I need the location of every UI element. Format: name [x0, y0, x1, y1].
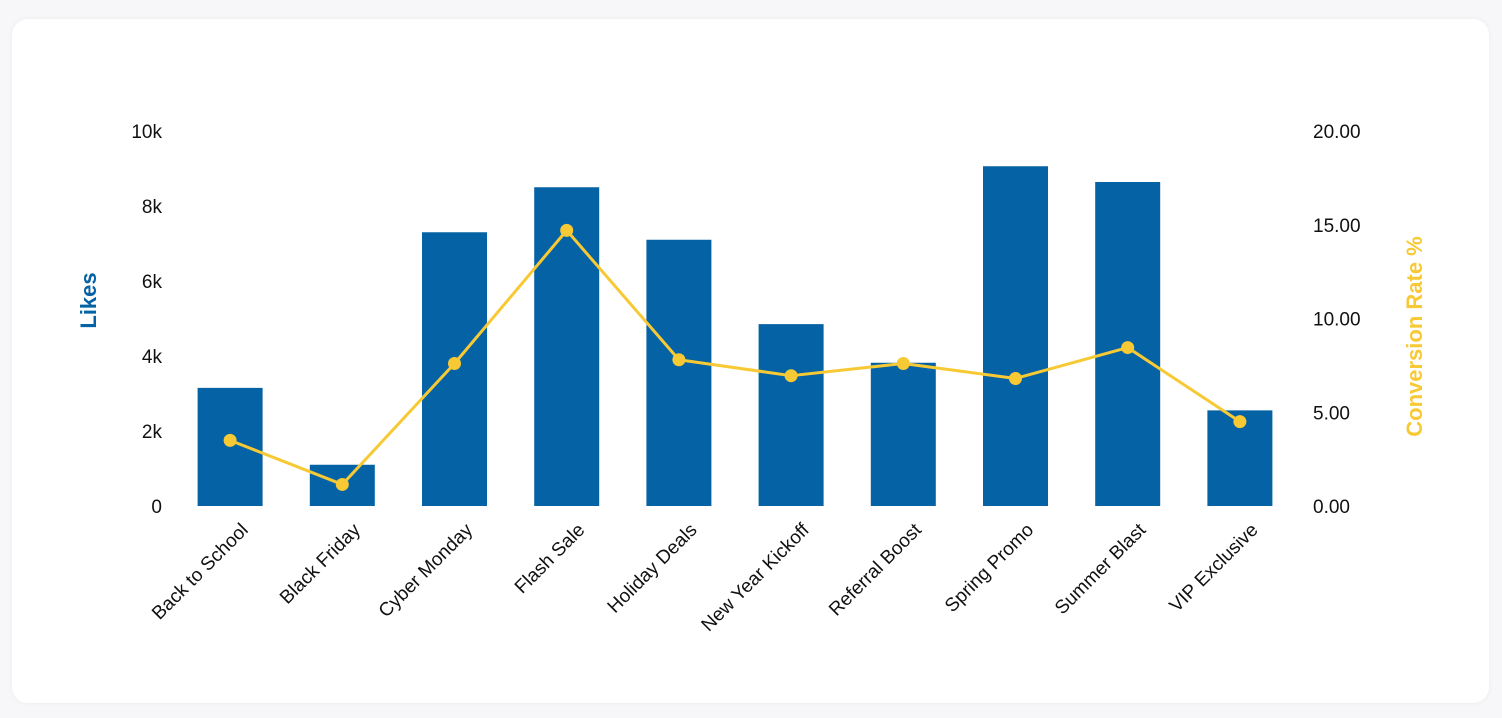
y-left-tick-label: 2k [142, 422, 163, 443]
y-right-tick-label: 10.00 [1313, 310, 1361, 331]
x-tick-label: Back to School [148, 520, 252, 624]
y-right-tick-label: 5.00 [1313, 403, 1350, 424]
y-left-axis-title: Likes [76, 272, 101, 328]
y-right-tick-label: 0.00 [1313, 497, 1350, 518]
x-tick-label: Black Friday [276, 519, 365, 608]
x-tick-label: VIP Exclusive [1166, 520, 1263, 617]
x-tick-label: Flash Sale [511, 520, 589, 598]
y-right-tick-label: 15.00 [1313, 216, 1361, 237]
conversion-rate-line [229, 228, 1241, 486]
bar [758, 324, 824, 506]
combo-chart: 0 2k 4k 6k 8k 10k 0.00 5.00 10.00 15.00 20.00 Likes… [76, 122, 1427, 636]
x-tick-label: Cyber Monday [375, 519, 478, 622]
x-tick-label: New Year Kickoff [698, 519, 815, 636]
y-right-axis-title: Conversion Rate % [1402, 236, 1427, 437]
conversion-rate-point [784, 369, 798, 383]
chart-card: 0 2k 4k 6k 8k 10k 0.00 5.00 10.00 15.00 20.00 Likes… [12, 19, 1489, 703]
y-left-tick-label: 0 [151, 497, 162, 518]
bar [870, 362, 936, 506]
bar [534, 187, 600, 506]
x-tick-label: Holiday Deals [604, 520, 702, 618]
y-left-tick-label: 10k [131, 122, 162, 143]
bar [983, 166, 1048, 506]
conversion-rate-point [896, 357, 910, 370]
conversion-rate-point [335, 477, 349, 491]
x-tick-label: Summer Blast [1051, 519, 1151, 619]
conversion-rate-point [672, 353, 686, 367]
conversion-rate-point [1121, 341, 1135, 355]
x-tick-label: Spring Promo [941, 520, 1038, 617]
y-left-tick-label: 8k [142, 197, 163, 218]
conversion-rate-point [1009, 372, 1022, 385]
bar [646, 239, 712, 506]
conversion-rate-point [223, 433, 237, 447]
conversion-rate-point [1233, 415, 1247, 429]
y-right-tick-label: 20.00 [1313, 122, 1361, 143]
x-tick-label: Referral Boost [825, 519, 926, 620]
y-left-tick-label: 6k [142, 272, 163, 293]
conversion-rate-point [560, 223, 574, 237]
bar [197, 387, 263, 506]
conversion-rate-point [448, 357, 461, 370]
y-left-tick-label: 4k [142, 347, 163, 368]
